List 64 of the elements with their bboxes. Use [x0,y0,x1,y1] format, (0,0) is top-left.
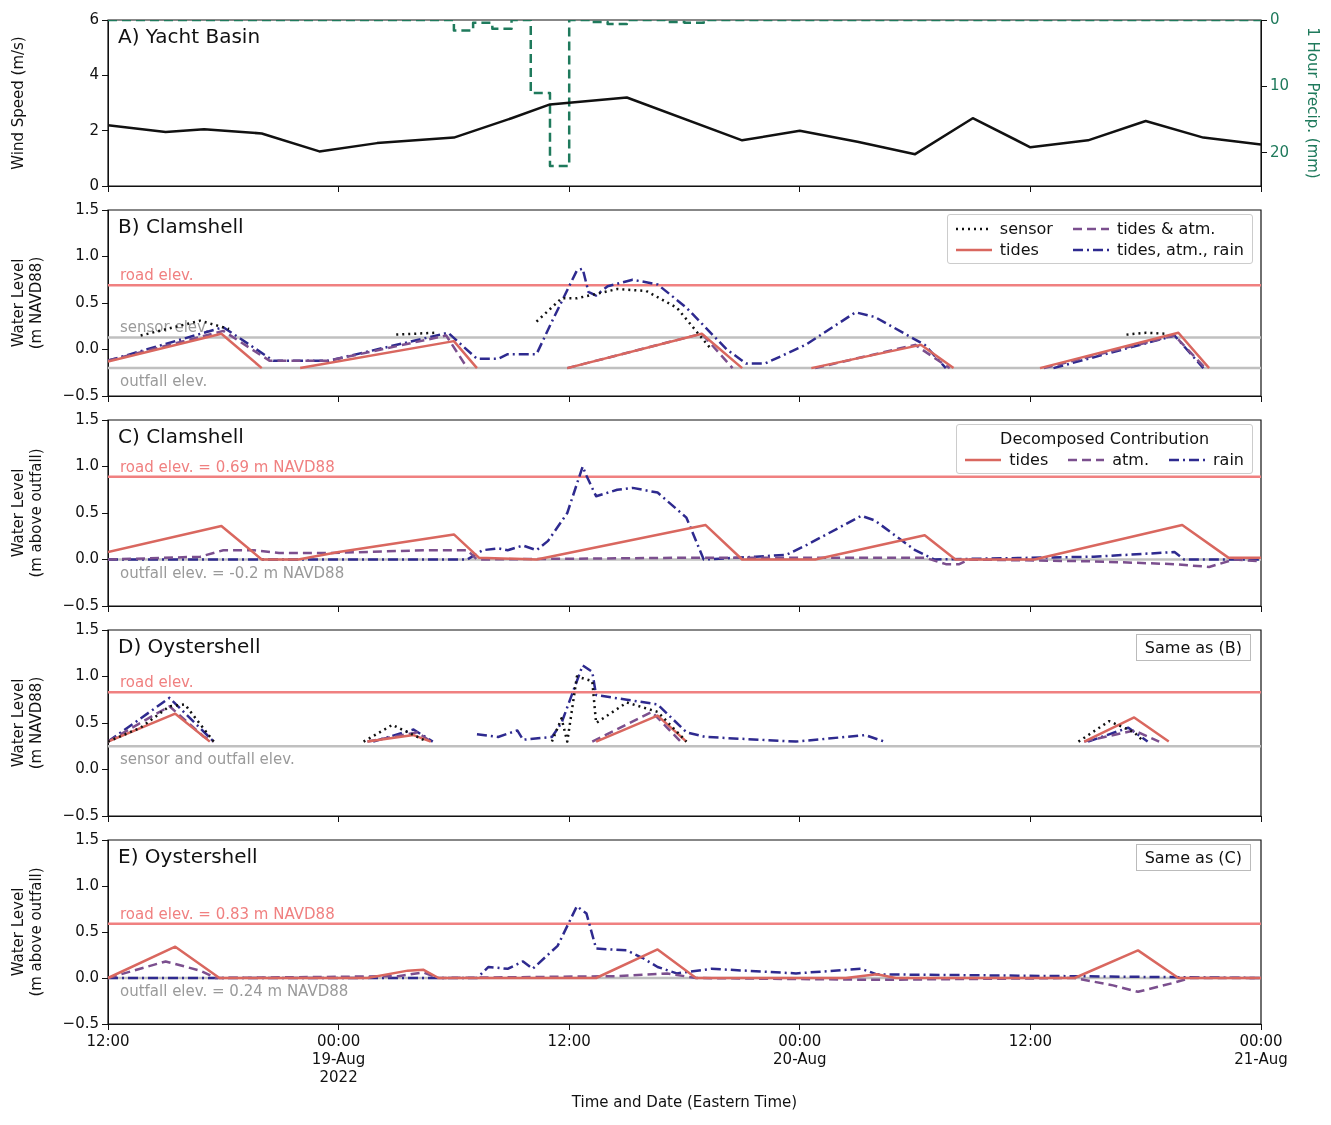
y-tick-label: 1.5 [75,409,99,428]
y-tick-label: 1.0 [75,456,99,475]
y-tick-label: 0.0 [75,549,99,568]
legend-title: Decomposed Contribution [999,429,1211,448]
annotation: road elev. = 0.83 m NAVD88 [120,904,335,923]
chart-title: E) Oystershell [118,844,258,869]
y-tick-label: 0.5 [75,712,99,731]
y2-tick-label: 0 [1270,9,1280,28]
x-tick-label: 12:00 [86,1031,130,1050]
y-tick-label: −0.5 [62,385,99,404]
y-axis-title: Water Level (m above outfall) [8,448,45,578]
annotation: outfall elev. = -0.2 m NAVD88 [120,563,345,582]
y-tick-label: 0.5 [75,292,99,311]
y-tick-label: 1.5 [75,829,99,848]
legend-label: tides, atm., rain [1116,240,1244,259]
ref-line-label: road elev. [120,266,194,285]
y-axis-title: Water Level (m NAVD88) [8,256,45,350]
y-tick-label: 0 [89,175,99,194]
y-tick-label: −0.5 [62,1013,99,1032]
y-tick-label: 0.0 [75,339,99,358]
y-tick-label: 1.5 [75,619,99,638]
y-axis-title: Water Level (m NAVD88) [8,676,45,770]
y-tick-label: 4 [89,65,99,84]
chart-title: A) Yacht Basin [118,24,261,49]
x-tick-label: 00:00 21-Aug [1234,1031,1288,1068]
legend-label: sensor [999,219,1053,238]
ref-line-label: sensor elev. [120,318,210,337]
y-tick-label: 1.0 [75,875,99,894]
annotation: Same as (B) [1135,634,1251,661]
ref-line-label: outfall elev. [120,372,208,391]
x-tick-label: 00:00 20-Aug [773,1031,827,1068]
y2-axis-title: 1 Hour Precip. (mm) [1304,27,1323,179]
legend-label: tides [999,240,1039,259]
y-tick-label: 6 [89,9,99,28]
y-tick-label: 0.0 [75,967,99,986]
y2-tick-label: 20 [1270,142,1290,161]
y-tick-label: 0.5 [75,921,99,940]
y-tick-label: 2 [89,120,99,139]
legend-label: tides [1009,450,1049,469]
y-tick-label: 1.0 [75,246,99,265]
legend-label: tides & atm. [1116,219,1216,238]
x-tick-label: 00:00 19-Aug 2022 [311,1031,366,1086]
x-axis-title: Time and Date (Eastern Time) [570,1092,798,1111]
ref-line-label: sensor and outfall elev. [120,750,295,769]
legend-label: rain [1213,450,1244,469]
chart-title: D) Oystershell [118,634,261,659]
annotation: Same as (C) [1135,844,1251,871]
y-axis-title: Water Level (m above outfall) [8,867,45,997]
legend-label: atm. [1112,450,1150,469]
y-tick-label: 0.5 [75,502,99,521]
y-tick-label: 1.0 [75,666,99,685]
y2-tick-label: 10 [1270,76,1290,95]
y-axis-title: Wind Speed (m/s) [8,36,27,170]
annotation: road elev. = 0.69 m NAVD88 [120,457,335,476]
x-tick-label: 12:00 [547,1031,591,1050]
ref-line-label: road elev. [120,673,194,692]
x-tick-label: 12:00 [1008,1031,1053,1050]
y-tick-label: 0.0 [75,759,99,778]
annotation: outfall elev. = 0.24 m NAVD88 [120,982,349,1000]
chart-title: B) Clamshell [118,214,244,239]
y-tick-label: −0.5 [62,805,99,824]
chart-title: C) Clamshell [118,424,244,449]
y-tick-label: −0.5 [62,595,99,614]
y-tick-label: 1.5 [75,199,99,218]
